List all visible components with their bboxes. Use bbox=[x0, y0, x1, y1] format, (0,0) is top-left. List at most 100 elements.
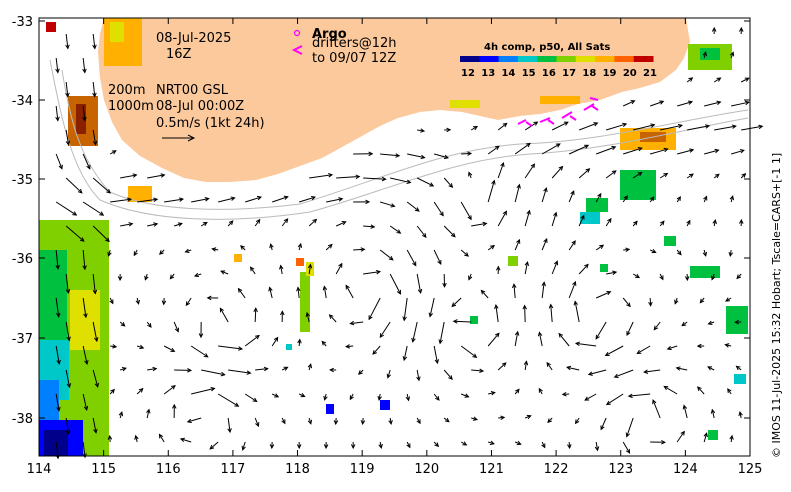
velocity-arrow bbox=[55, 297, 61, 318]
legend-tick-label: 19 bbox=[603, 68, 617, 79]
velocity-arrow bbox=[336, 174, 361, 179]
velocity-arrow bbox=[245, 195, 263, 203]
depth-shallow: 200m bbox=[108, 83, 145, 98]
velocity-arrow bbox=[55, 249, 60, 270]
velocity-arrow bbox=[702, 51, 708, 59]
velocity-arrow bbox=[514, 440, 522, 446]
velocity-arrow bbox=[388, 417, 393, 426]
velocity-arrow bbox=[595, 145, 617, 155]
velocity-arrow bbox=[443, 177, 454, 188]
velocity-arrow bbox=[707, 320, 715, 325]
legend-color-swatch bbox=[633, 56, 654, 62]
velocity-arrow bbox=[487, 332, 500, 347]
depth-deep: 1000m bbox=[108, 99, 154, 114]
velocity-arrow bbox=[738, 26, 744, 35]
velocity-arrow bbox=[335, 221, 347, 227]
x-tick-label: 123 bbox=[608, 462, 633, 477]
velocity-arrow bbox=[82, 297, 88, 319]
velocity-arrow bbox=[461, 151, 473, 156]
velocity-arrow bbox=[296, 441, 302, 450]
velocity-arrow bbox=[497, 122, 508, 131]
x-axis: 114 115 116 117 118 119 120 121 122 123 124 125 bbox=[27, 18, 762, 477]
velocity-arrow bbox=[133, 249, 138, 257]
velocity-arrow bbox=[297, 338, 302, 347]
velocity-arrow bbox=[120, 367, 127, 372]
velocity-arrow bbox=[323, 441, 329, 450]
velocity-arrow bbox=[595, 244, 605, 251]
velocity-arrow bbox=[416, 417, 421, 425]
velocity-arrow bbox=[650, 147, 669, 155]
velocity-arrow bbox=[514, 183, 521, 203]
isobath-lines bbox=[49, 59, 749, 220]
velocity-arrow bbox=[443, 417, 450, 423]
velocity-arrow bbox=[605, 217, 612, 227]
velocity-arrow bbox=[298, 393, 306, 398]
velocity-arrow bbox=[524, 260, 530, 275]
velocity-arrow bbox=[349, 320, 364, 326]
velocity-arrow bbox=[65, 417, 71, 436]
credit-text: © IMOS 11-Jul-2025 15:32 Hobart; Tscale=… bbox=[770, 152, 783, 458]
legend-color-swatch bbox=[517, 56, 538, 62]
velocity-arrow bbox=[272, 195, 289, 203]
velocity-arrow bbox=[109, 388, 115, 395]
velocity-arrow bbox=[740, 173, 747, 179]
velocity-arrow bbox=[55, 57, 60, 74]
velocity-arrow bbox=[107, 249, 112, 257]
velocity-arrow bbox=[659, 273, 664, 281]
y-tick-label: -33 bbox=[12, 15, 33, 30]
velocity-arrow bbox=[174, 222, 183, 227]
velocity-arrow bbox=[524, 209, 531, 227]
velocity-arrow bbox=[280, 310, 285, 323]
velocity-arrow bbox=[363, 269, 382, 275]
velocity-arrow bbox=[551, 165, 564, 179]
velocity-arrow bbox=[470, 126, 479, 131]
velocity-arrow bbox=[574, 341, 597, 347]
velocity-arrow bbox=[82, 393, 89, 411]
velocity-arrow bbox=[144, 273, 149, 281]
legend-color-swatch bbox=[614, 56, 635, 62]
velocity-arrow bbox=[147, 173, 166, 179]
velocity-arrow bbox=[622, 195, 628, 203]
velocity-arrow bbox=[480, 289, 489, 299]
velocity-arrow bbox=[622, 100, 636, 107]
velocity-arrow bbox=[740, 77, 750, 83]
velocity-arrow bbox=[468, 273, 473, 281]
velocity-arrow bbox=[497, 210, 507, 227]
velocity-arrow bbox=[731, 149, 745, 155]
velocity-arrow bbox=[227, 417, 232, 434]
velocity-arrow bbox=[433, 393, 440, 401]
velocity-arrow bbox=[389, 273, 401, 295]
velocity-arrow bbox=[333, 417, 339, 426]
velocity-arrow bbox=[237, 287, 246, 299]
velocity-arrow bbox=[511, 283, 517, 299]
velocity-arrow bbox=[92, 417, 98, 434]
legend-tick-label: 20 bbox=[623, 68, 637, 79]
drifter-tracks bbox=[517, 97, 599, 127]
velocity-arrow bbox=[541, 441, 546, 449]
velocity-arrow bbox=[443, 369, 453, 381]
velocity-arrow bbox=[666, 345, 678, 351]
velocity-arrow bbox=[567, 441, 572, 450]
velocity-arrow bbox=[595, 291, 612, 299]
velocity-arrow bbox=[434, 153, 450, 160]
velocity-arrow bbox=[677, 148, 695, 155]
velocity-arrow bbox=[551, 260, 559, 275]
velocity-arrow bbox=[728, 249, 734, 258]
velocity-arrow bbox=[190, 345, 209, 358]
velocity-arrow bbox=[594, 441, 600, 452]
velocity-arrow bbox=[136, 387, 144, 395]
velocity-arrow bbox=[271, 393, 280, 398]
velocity-arrow bbox=[623, 247, 631, 252]
velocity-arrow bbox=[147, 366, 158, 372]
velocity-arrow bbox=[390, 177, 412, 185]
velocity-arrow bbox=[163, 385, 176, 395]
velocity-arrow bbox=[173, 321, 180, 333]
velocity-arrow bbox=[663, 385, 678, 395]
legend-tick-label: 12 bbox=[461, 68, 475, 79]
velocity-arrow bbox=[335, 262, 343, 275]
velocity-arrow bbox=[379, 249, 394, 261]
velocity-arrow bbox=[735, 365, 742, 371]
velocity-arrow bbox=[606, 122, 628, 131]
velocity-arrow bbox=[433, 249, 442, 265]
velocity-arrow bbox=[164, 197, 185, 203]
